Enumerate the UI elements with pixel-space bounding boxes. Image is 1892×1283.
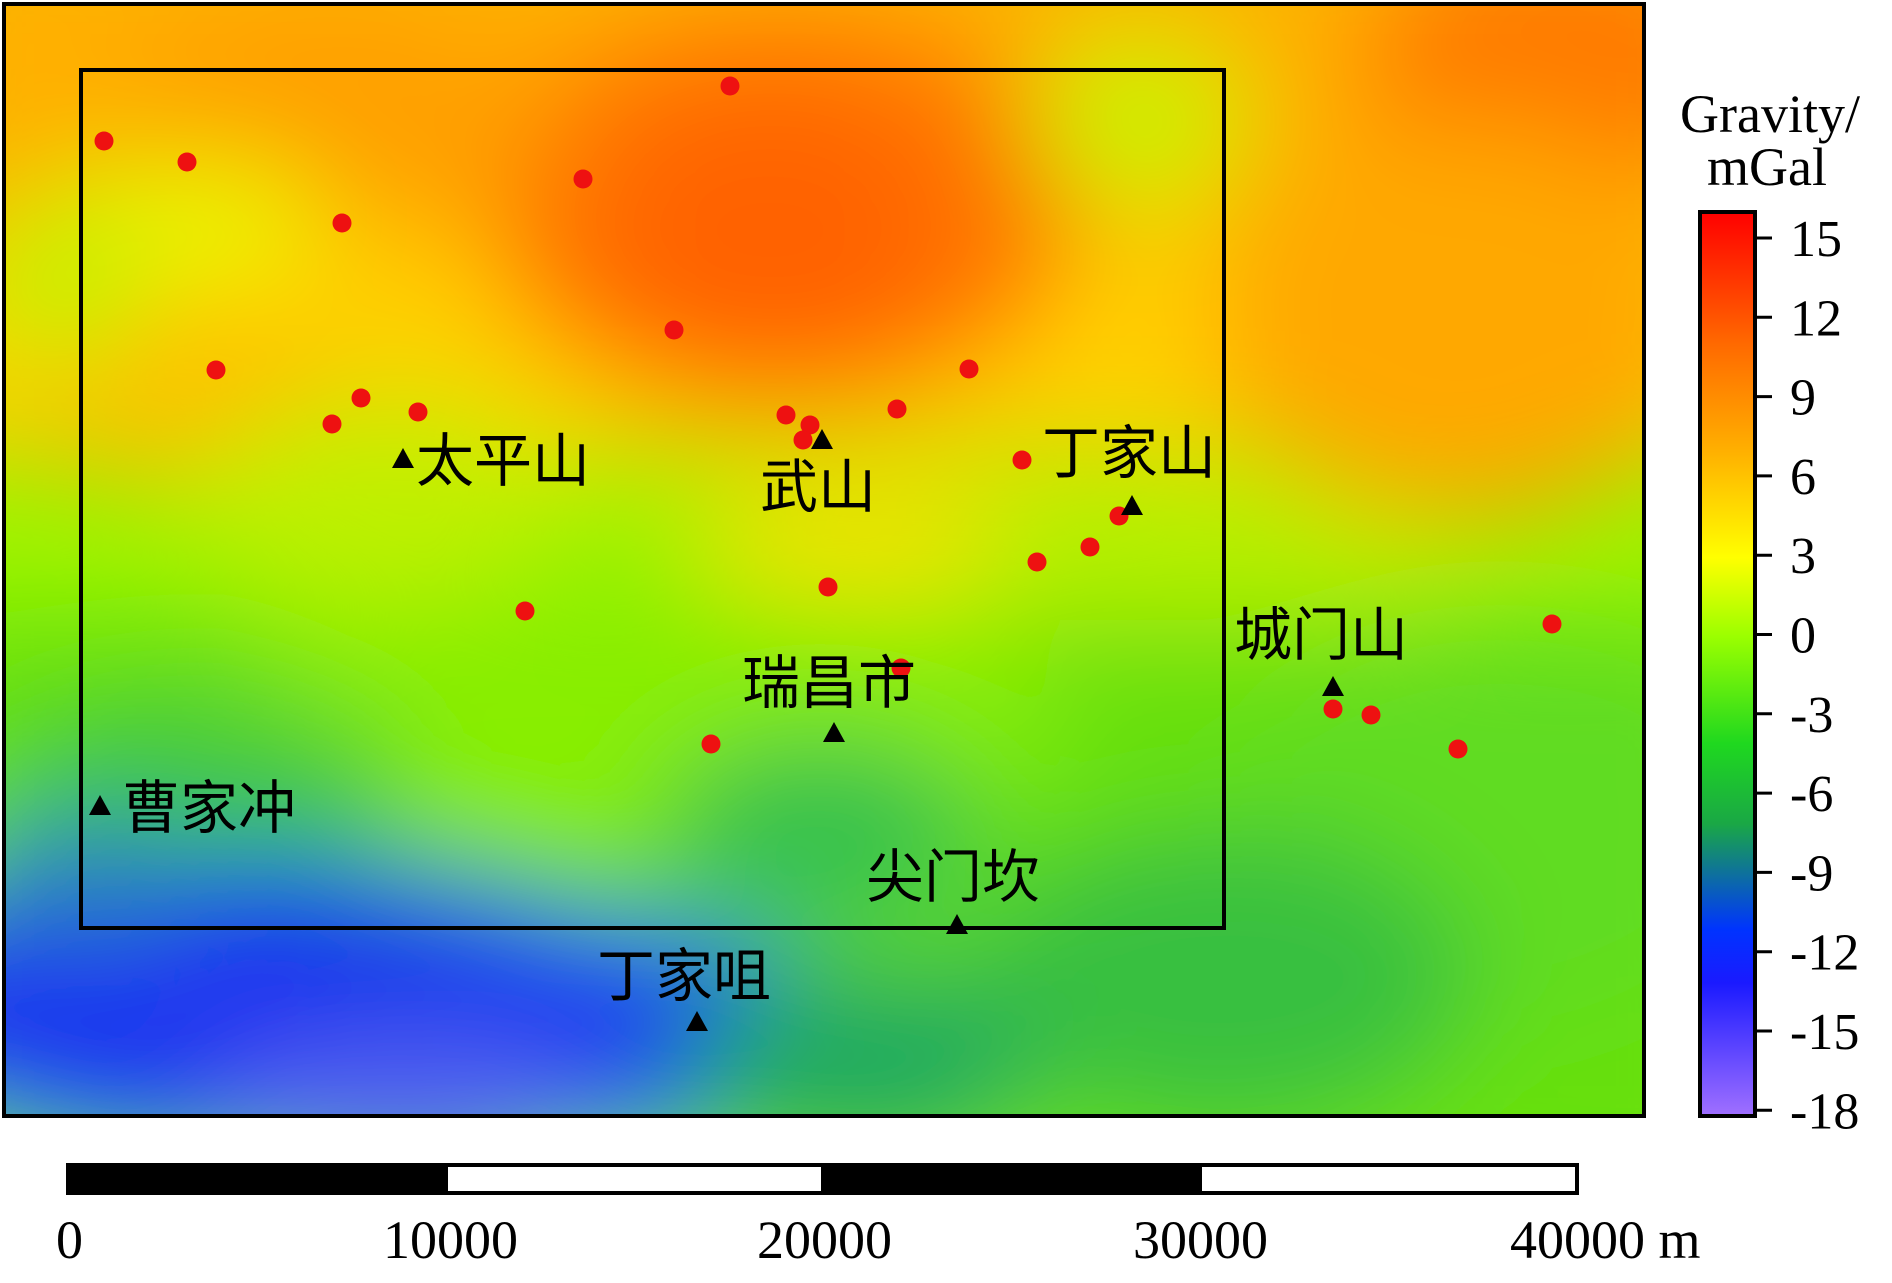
scale-label-20000: 20000 [757, 1210, 892, 1270]
triangle-marker-icon [1121, 495, 1143, 515]
colorbar-tick-label: 12 [1790, 290, 1842, 347]
colorbar-tick-label: -15 [1790, 1004, 1859, 1061]
sample-point [701, 734, 721, 754]
sample-point [206, 360, 226, 380]
sample-point [515, 601, 535, 621]
place-markers [89, 429, 1344, 1031]
colorbar-tick-label: 3 [1790, 528, 1816, 585]
triangle-marker-icon [686, 1011, 708, 1031]
sample-point [408, 402, 428, 422]
triangle-marker-icon [946, 914, 968, 934]
colorbar-title-line2: mGal [1707, 137, 1827, 197]
sample-point [1080, 537, 1100, 557]
colorbar-tick-label: 0 [1790, 608, 1816, 665]
colorbar-tick-label: -3 [1790, 687, 1833, 744]
triangle-marker-icon [823, 722, 845, 742]
sample-point [1542, 614, 1562, 634]
triangle-marker-icon [89, 795, 111, 815]
colorbar-ticks: 15 12 9 6 3 0 -3 -6 -9 -12 -15 -18 [1755, 211, 1859, 1140]
sample-points [94, 76, 1562, 759]
study-area-boundary [79, 68, 1226, 930]
sample-point [1448, 739, 1468, 759]
scale-segment-4 [1198, 1163, 1579, 1195]
scale-label-0: 0 [56, 1210, 83, 1270]
colorbar-ramp [1698, 210, 1757, 1118]
scale-label-40000: 40000 m [1510, 1210, 1701, 1270]
sample-point [351, 388, 371, 408]
sample-point [664, 320, 684, 340]
sample-point [818, 577, 838, 597]
scale-label-10000: 10000 [383, 1210, 518, 1270]
place-label-caojiachong: 曹家冲 [122, 774, 296, 842]
scale-segment-1 [66, 1163, 448, 1195]
colorbar-tick-label: -18 [1790, 1083, 1859, 1140]
sample-point [322, 414, 342, 434]
place-label-taipingshan: 太平山 [416, 427, 590, 495]
sample-point [1361, 705, 1381, 725]
colorbar-tick-label: 6 [1790, 449, 1816, 506]
place-label-chengmenshan: 城门山 [1234, 601, 1408, 669]
colorbar-tick-label: -12 [1790, 925, 1859, 982]
sample-point [177, 152, 197, 172]
triangle-marker-icon [1322, 676, 1344, 696]
sample-point [1027, 552, 1047, 572]
scale-segment-3 [821, 1163, 1202, 1195]
sample-point [1012, 450, 1032, 470]
place-label-wushan: 武山 [760, 453, 876, 521]
place-label-dingjiazui: 丁家咀 [597, 942, 771, 1010]
colorbar: Gravity/ mGal 15 12 9 6 3 0 -3 -6 -9 -12 -15 -18 [1680, 84, 1860, 1140]
place-label-ruichang: 瑞昌市 [742, 649, 916, 717]
scale-label-30000: 30000 [1133, 1210, 1268, 1270]
sample-point [776, 405, 796, 425]
colorbar-title-line1: Gravity/ [1680, 84, 1860, 144]
colorbar-tick-label: 9 [1790, 370, 1816, 427]
sample-point [891, 658, 911, 678]
sample-point [94, 131, 114, 151]
colorbar-tick-label: -6 [1790, 766, 1833, 823]
map-frame [2, 2, 1646, 1118]
place-label-dingjiashan: 丁家山 [1042, 419, 1216, 487]
scale-bar: 0 10000 20000 30000 40000 m [56, 1163, 1701, 1270]
sample-point [332, 213, 352, 233]
sample-point [887, 399, 907, 419]
sample-point [959, 359, 979, 379]
triangle-marker-icon [811, 429, 833, 449]
scale-segment-2 [444, 1163, 825, 1195]
sample-point [720, 76, 740, 96]
sample-point [800, 415, 820, 435]
sample-point [573, 169, 593, 189]
colorbar-tick-label: -9 [1790, 845, 1833, 902]
place-label-jianmenkan: 尖门坎 [866, 843, 1040, 911]
triangle-marker-icon [392, 448, 414, 468]
sample-point [1323, 699, 1343, 719]
colorbar-tick-label: 15 [1790, 211, 1842, 268]
sample-point [793, 430, 813, 450]
